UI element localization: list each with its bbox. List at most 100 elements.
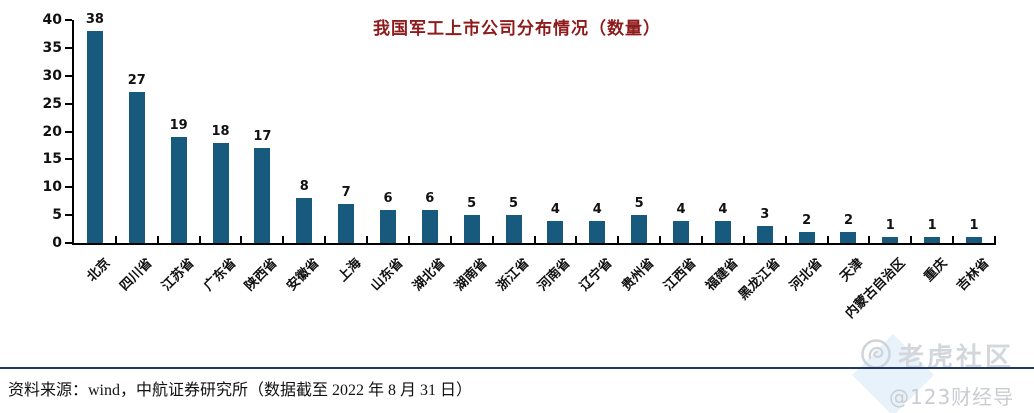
y-tick-mark [65,46,72,49]
bar-value-label: 18 [211,123,230,139]
x-tick-label: 黑龙江省 [735,255,784,304]
x-tick-mark [994,236,996,243]
x-tick-label: 辽宁省 [577,255,616,295]
bar [379,209,396,243]
bar [421,209,438,243]
x-tick-label: 陕西省 [242,255,281,295]
x-tick-mark [407,236,410,243]
x-tick-mark [198,236,201,243]
x-tick-label: 湖南省 [451,255,491,295]
x-tick-label: 河北省 [786,255,826,295]
y-tick-label: 10 [42,179,62,196]
watermark-handle: @123财经导航 [889,385,1015,409]
x-tick-mark [114,236,117,243]
x-tick-label: 上海 [335,255,365,285]
y-tick-label: 5 [52,207,62,224]
y-tick-label: 15 [42,151,62,168]
x-tick-mark [282,236,285,243]
bar-value-label: 7 [341,184,351,200]
bar [714,220,731,243]
x-tick-mark [617,236,620,243]
x-tick-mark [449,236,452,243]
x-tick-label: 湖北省 [410,255,449,295]
bar-value-label: 4 [718,201,728,217]
x-tick-mark [366,236,369,243]
bar [924,237,941,243]
bar [882,237,899,243]
x-tick-label: 广东省 [200,255,239,295]
x-tick-label: 江苏省 [158,255,198,295]
bar [170,137,187,243]
y-tick-label: 20 [42,123,62,140]
separator-line [0,367,1034,369]
x-tick-mark [910,236,913,243]
bar-value-label: 27 [127,73,146,89]
bar-value-label: 2 [802,212,812,228]
x-tick-mark [700,236,703,243]
x-tick-label: 浙江省 [493,255,533,295]
bar-value-label: 1 [969,218,979,234]
x-tick-label: 山东省 [368,255,407,295]
y-tick-mark [65,186,72,189]
x-tick-label: 天津 [837,255,867,285]
bar [756,226,773,243]
bar-value-label: 38 [85,12,104,28]
x-tick-mark [952,236,955,243]
bar-value-label: 4 [592,201,602,217]
y-tick-mark [65,158,72,161]
bar [463,215,480,243]
bar-value-label: 3 [760,207,770,223]
bar [86,31,103,243]
bar [589,220,606,243]
y-tick-label: 35 [42,39,62,56]
bar [254,148,271,243]
y-axis [72,20,74,245]
x-tick-label: 北京 [84,255,114,285]
chart-title: 我国军工上市公司分布情况（数量） [373,19,661,39]
x-tick-label: 贵州省 [619,255,658,295]
x-tick-mark [533,236,536,243]
bar [547,220,564,243]
bar-value-label: 5 [509,196,519,212]
bar [296,198,313,243]
y-tick-mark [65,74,72,77]
bar-value-label: 6 [383,190,393,206]
x-tick-label: 江西省 [661,255,700,295]
x-tick-mark [826,236,829,243]
bar-value-label: 1 [927,218,937,234]
bar-value-label: 4 [676,201,686,217]
y-tick-mark [65,242,72,244]
bar [128,92,145,243]
bar [966,237,983,243]
x-axis [72,243,996,245]
bar-value-label: 6 [425,190,435,206]
bar [631,215,648,243]
bar-value-label: 4 [550,201,560,217]
x-tick-label: 四川省 [117,255,156,295]
bar-value-label: 2 [843,212,853,228]
x-tick-mark [784,236,787,243]
x-tick-label: 安徽省 [284,255,323,295]
bar-value-label: 8 [299,179,309,195]
bar-value-label: 5 [634,196,644,212]
x-tick-mark [240,236,243,243]
bar [840,231,857,243]
y-tick-label: 30 [42,67,62,84]
y-tick-mark [65,130,72,133]
y-tick-label: 0 [52,235,62,251]
bar-value-label: 1 [885,218,895,234]
x-tick-label: 重庆 [921,255,951,285]
x-tick-mark [868,236,871,243]
x-tick-mark [575,236,578,243]
bar [505,215,522,243]
bar [798,231,815,243]
x-tick-mark [659,236,662,243]
bar-value-label: 17 [253,129,272,145]
y-tick-mark [65,102,72,105]
plot-area: 0 5 10 15 20 25 30 35 40 38 北京 27 四川省 19 江苏省 18 广东省 17 陕西省… [42,12,996,322]
x-tick-mark [491,236,494,243]
y-tick-mark [65,214,72,217]
source-note: 资料来源：wind，中航证券研究所（数据截至 2022 年 8 月 31 日） [8,382,473,399]
bar-value-label: 5 [467,196,477,212]
